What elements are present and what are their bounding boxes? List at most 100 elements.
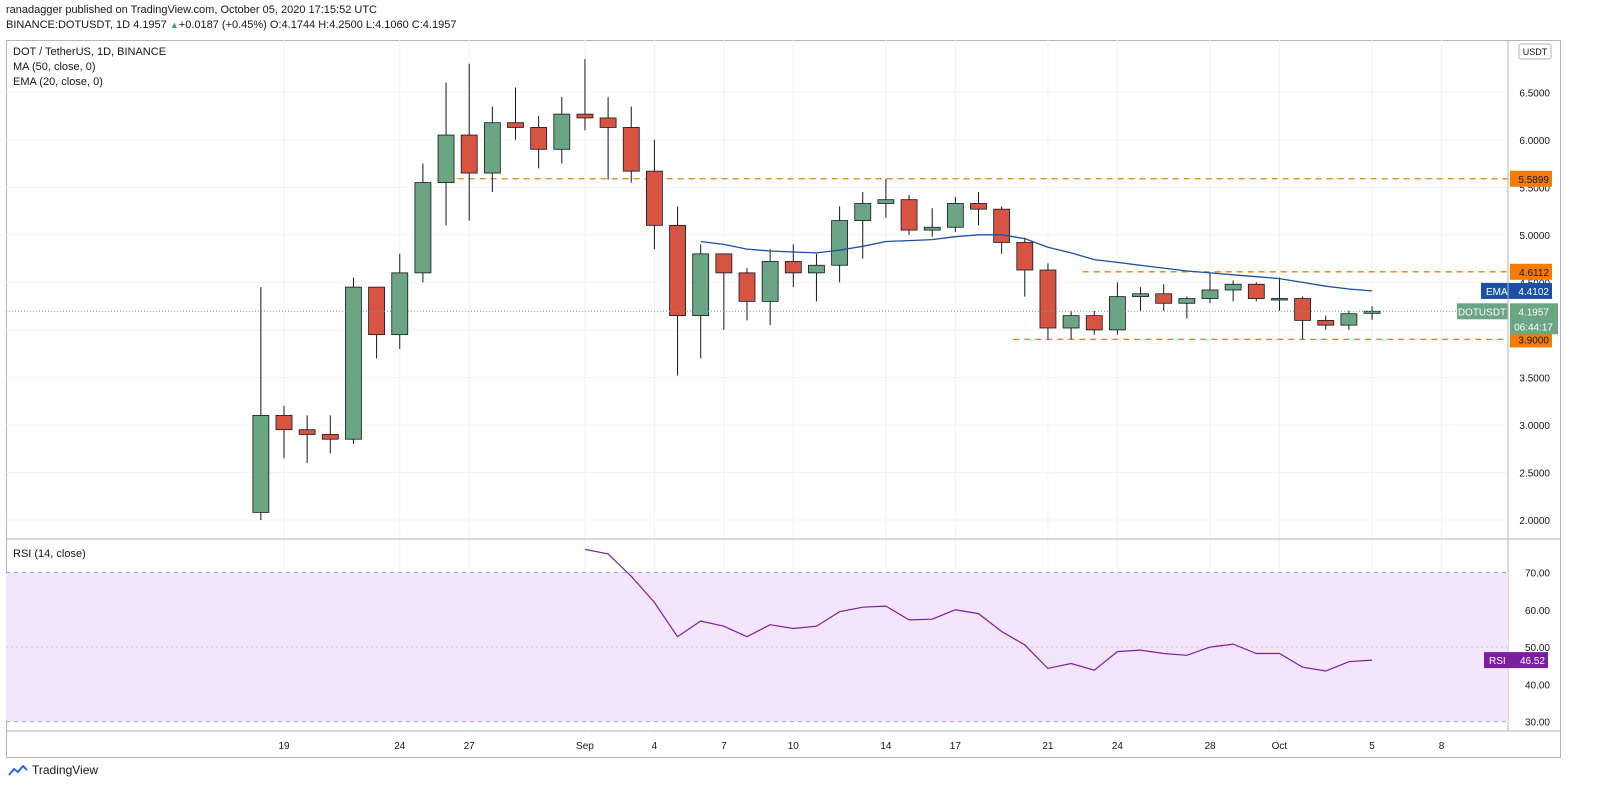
candle [1201, 272, 1219, 304]
time-tick-label: 19 [278, 741, 290, 752]
candle [1294, 296, 1311, 340]
candle [1271, 277, 1288, 311]
price-tick-label: 2.5000 [1519, 468, 1550, 479]
legend-ema: EMA (20, close, 0) [13, 76, 103, 88]
change-arrow-icon: ▲ [169, 20, 179, 30]
candle [784, 244, 802, 288]
candle [923, 208, 941, 237]
candle [414, 163, 432, 283]
candle-body [1155, 293, 1173, 304]
time-tick-label: 27 [464, 741, 476, 752]
rsi-tag-value: 46.52 [1520, 656, 1545, 667]
ema-tag [1481, 282, 1552, 299]
candle-body [553, 113, 571, 150]
time-tick-label: 8 [1439, 741, 1445, 752]
candle [1016, 237, 1034, 297]
symbol-tag-label: DOTUSDT [1458, 307, 1506, 318]
candle [1085, 310, 1103, 335]
candle-body [368, 286, 386, 336]
time-tick-label: Oct [1272, 741, 1288, 752]
candle [507, 87, 524, 140]
time-tick-label: 28 [1204, 741, 1216, 752]
candle [483, 106, 501, 193]
candle-body [1340, 313, 1358, 326]
price-tick-label: 2.0000 [1519, 516, 1550, 527]
price-tick-label: 3.0000 [1519, 421, 1550, 432]
rsi-legend: RSI (14, close) [13, 547, 86, 562]
candle-body [1062, 315, 1080, 329]
time-tick-label: Sep [576, 741, 594, 752]
candle [345, 277, 362, 444]
candle-body [646, 170, 663, 226]
candle [252, 287, 270, 520]
candle-body [900, 199, 918, 231]
candle-body [854, 203, 872, 221]
candle-body [530, 127, 548, 150]
candle [599, 97, 617, 180]
level-tag [1510, 263, 1552, 280]
chart-frame [6, 40, 1561, 758]
candle [900, 194, 918, 235]
countdown-label: 06:44:17 [1514, 322, 1553, 333]
rsi-tick-label: 50.00 [1525, 643, 1550, 654]
candle-body [669, 224, 686, 317]
candle-body [993, 208, 1011, 243]
candle [692, 244, 710, 359]
candle-body [877, 199, 895, 204]
candle [993, 206, 1011, 254]
candle-body [576, 113, 594, 119]
level-tag-label: 4.6112 [1519, 268, 1549, 279]
candle-body [321, 434, 339, 440]
chart-header: ranadagger published on TradingView.com,… [6, 3, 456, 33]
rsi-tag-name: RSI [1489, 656, 1506, 667]
candle [298, 415, 316, 463]
candle [321, 415, 339, 454]
candle [1178, 296, 1196, 319]
time-tick-label: 21 [1042, 741, 1054, 752]
footer-brand[interactable]: TradingView [8, 763, 98, 777]
symbol-label: BINANCE:DOTUSDT, 1D [6, 19, 131, 31]
candle-body [507, 122, 524, 128]
candle [1224, 280, 1242, 302]
candle [970, 192, 987, 226]
ema-line [700, 234, 1373, 292]
candle-body [738, 272, 756, 302]
candle-body [1271, 298, 1288, 301]
candle-body [1039, 269, 1057, 329]
candle [1039, 263, 1057, 340]
candle [391, 253, 409, 349]
candle-body [946, 203, 964, 228]
chart-legend: DOT / TetherUS, 1D, BINANCE MA (50, clos… [13, 45, 166, 90]
ohlc-values: O:4.1744 H:4.2500 L:4.1060 C:4.1957 [269, 19, 457, 31]
time-tick-label: 24 [1112, 741, 1124, 752]
time-tick-label: 24 [394, 741, 406, 752]
candle-body [622, 127, 640, 172]
candle [1317, 315, 1335, 330]
candle-body [1016, 242, 1034, 271]
legend-rsi: RSI (14, close) [13, 548, 86, 560]
candle [553, 97, 571, 164]
level-tag [1510, 331, 1552, 348]
publish-info: ranadagger published on TradingView.com,… [6, 4, 377, 16]
price-tick-label: 5.0000 [1519, 231, 1550, 242]
unit-label: USDT [1523, 47, 1548, 57]
level-tag [1510, 170, 1552, 187]
time-tick-label: 7 [721, 741, 727, 752]
time-tick-label: 5 [1369, 741, 1375, 752]
rsi-line [584, 548, 1373, 672]
candle-body [483, 122, 501, 174]
candle-body [345, 286, 362, 440]
symbol-tag [1457, 303, 1508, 320]
candle-body [1363, 310, 1381, 314]
candle-body [692, 253, 710, 317]
candle-body [1201, 289, 1219, 299]
level-tag-label: 3.9000 [1518, 335, 1549, 346]
price-tag [1510, 303, 1558, 335]
candle [946, 196, 964, 232]
time-tick-label: 17 [950, 741, 962, 752]
rsi-tick-label: 70.00 [1525, 569, 1550, 580]
price-tag-value: 4.1957 [1518, 307, 1549, 318]
candle-body [1247, 283, 1265, 299]
candle-body [460, 134, 478, 174]
